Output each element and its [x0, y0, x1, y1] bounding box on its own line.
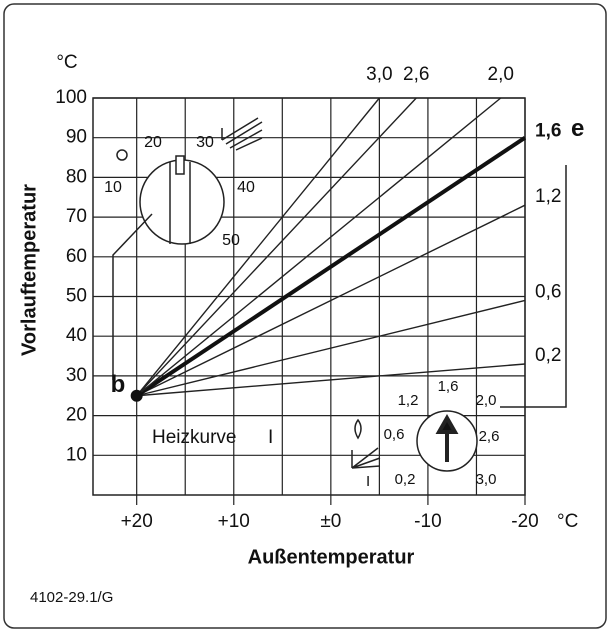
curve-line	[136, 97, 417, 397]
knob-label: 40	[237, 179, 255, 196]
curve-line	[136, 97, 380, 397]
frame	[3, 3, 607, 629]
legend-label: 0,6	[535, 281, 561, 302]
legend-label: 2,6	[403, 64, 429, 85]
y-tick-label: 60	[66, 246, 87, 267]
legend-label: 0,2	[535, 345, 561, 366]
temperature-knob	[112, 117, 263, 380]
knob-label: 30	[196, 134, 214, 151]
curve-knob	[351, 165, 567, 472]
curve-label: Heizkurve	[152, 427, 236, 448]
y-tick-label: 90	[66, 127, 87, 148]
y-tick-label: 100	[55, 87, 87, 108]
knob-label: 3,0	[476, 471, 497, 488]
y-tick-label: 50	[66, 286, 87, 307]
knob-label: 10	[104, 179, 122, 196]
legend-label: 1,6	[535, 121, 561, 142]
x-unit: °C	[557, 511, 578, 532]
y-tick-label: 70	[66, 206, 87, 227]
selected-marker: e	[571, 115, 584, 142]
curve-numeral: I	[268, 427, 273, 448]
legend-label: 3,0	[366, 64, 392, 85]
point	[130, 389, 143, 402]
x-tick-label: -20	[511, 511, 538, 532]
knob-label: 1,6	[438, 378, 459, 395]
y-unit: °C	[56, 52, 77, 73]
knob-label: 50	[222, 232, 240, 249]
knob-symbol: I	[366, 473, 370, 490]
curve-line	[136, 204, 526, 397]
curve-line	[136, 363, 526, 397]
legend-label: 2,0	[488, 64, 514, 85]
knob-label: 0,6	[384, 426, 405, 443]
knob-label: 2,6	[479, 428, 500, 445]
knob-label: 1,2	[398, 392, 419, 409]
curve-line	[136, 97, 502, 397]
curve-line	[136, 299, 526, 397]
x-tick-label: -10	[414, 511, 441, 532]
x-tick-label: ±0	[320, 511, 341, 532]
footer: 4102-29.1/G	[30, 589, 113, 606]
point-label: b	[111, 371, 126, 398]
knob-label: 2,0	[476, 392, 497, 409]
y-tick-label: 80	[66, 166, 87, 187]
y-tick-label: 40	[66, 325, 87, 346]
y-axis-label: Vorlauftemperatur	[18, 184, 40, 356]
x-axis-label: Außentemperatur	[248, 546, 415, 568]
y-tick-label: 30	[66, 365, 87, 386]
y-tick-label: 10	[66, 444, 87, 465]
knob-label: 20	[144, 134, 162, 151]
x-tick-label: +20	[121, 511, 153, 532]
knob-label: 0,2	[395, 471, 416, 488]
legend-label: 1,2	[535, 186, 561, 207]
y-tick-label: 20	[66, 405, 87, 426]
curve-line	[135, 136, 527, 398]
x-tick-label: +10	[218, 511, 250, 532]
